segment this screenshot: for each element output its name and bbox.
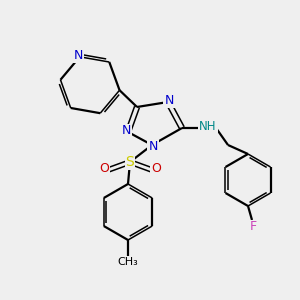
Text: O: O <box>151 163 161 176</box>
Text: NH: NH <box>199 121 217 134</box>
Text: N: N <box>148 140 158 152</box>
Text: N: N <box>164 94 174 106</box>
Text: F: F <box>249 220 256 233</box>
Text: N: N <box>74 49 83 62</box>
Text: S: S <box>126 155 134 169</box>
Text: N: N <box>121 124 131 137</box>
Text: CH₃: CH₃ <box>118 257 138 267</box>
Text: O: O <box>99 163 109 176</box>
